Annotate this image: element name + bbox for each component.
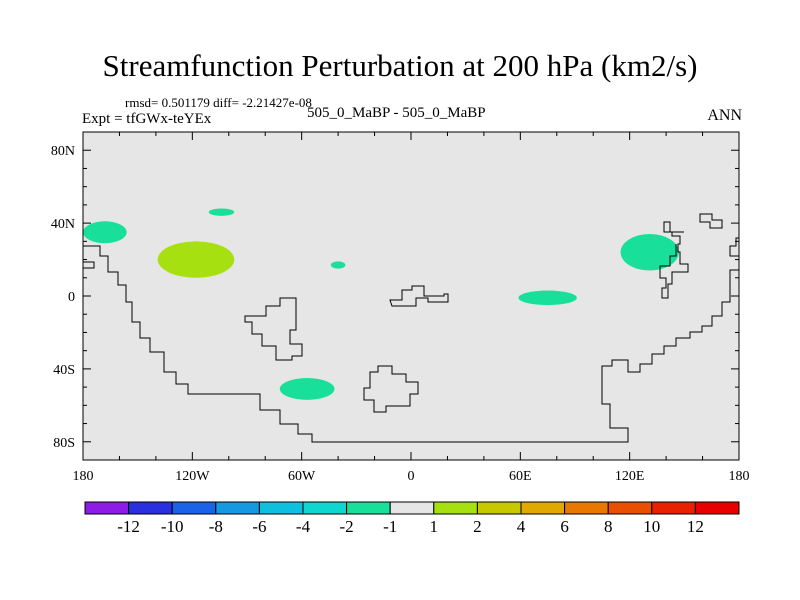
colorbar-swatch [651,501,696,515]
y-tick-label: 40N [51,217,75,232]
colorbar: -12 -10 -8 -6 -4 -2 -1 1 2 4 6 8 10 12 [84,501,740,536]
coastline-2 [244,297,303,361]
coastlines [83,213,739,443]
x-tick-label: 60W [288,469,316,484]
chart-title: Streamfunction Perturbation at 200 hPa (… [102,48,698,83]
colorbar-label: -1 [383,517,397,536]
region-north-pacific-central [157,241,235,278]
coastline-4 [389,285,449,307]
experiment-label: Expt = tfGWx-teYEx [82,111,212,127]
region-indian-ocean [518,290,577,306]
coastline-7 [729,237,739,257]
colorbar-swatch [520,501,566,515]
y-tick-label: 80N [51,144,75,159]
colorbar-label: 10 [643,517,660,536]
coastline-5 [659,221,689,299]
x-tick-label: 120E [615,469,645,484]
colorbar-swatch [346,501,391,515]
colorbar-label: -8 [209,517,223,536]
y-axis: 80N 40N 0 40S 80S [51,131,739,461]
colorbar-label: -10 [161,517,184,536]
region-south-atlantic [279,378,335,400]
y-tick-label: 40S [53,363,75,378]
colorbar-label: 2 [473,517,482,536]
y-tick-label: 80S [53,436,75,451]
period-label: ANN [707,107,742,124]
region-north-pacific-northeast [208,208,235,216]
colorbar-swatch [476,501,522,515]
colorbar-label: -2 [340,517,354,536]
colorbar-swatch [607,501,653,515]
y-tick-label: 0 [68,290,75,305]
x-tick-label: 60E [509,469,532,484]
x-tick-label: 120W [175,469,210,484]
coastline-6 [699,213,723,229]
x-tick-label: 0 [408,469,415,484]
contour-regions [83,208,679,400]
region-west-pacific [620,234,679,271]
stats-text: rmsd= 0.501179 diff= -2.21427e-08 [125,95,312,110]
region-tropical-atlantic [330,261,346,269]
colorbar-swatch [694,501,740,515]
colorbar-label: -12 [117,517,140,536]
colorbar-label: 12 [687,517,704,536]
colorbar-swatch [215,501,260,515]
case-label: 505_0_MaBP - 505_0_MaBP [307,105,486,121]
coastline-8 [83,261,95,269]
colorbar-swatch [433,501,478,515]
colorbar-swatch [84,501,130,515]
x-tick-label: 180 [73,469,94,484]
x-tick-label: 180 [729,469,750,484]
colorbar-label: -6 [252,517,266,536]
colorbar-label: 6 [560,517,569,536]
region-north-pacific-west [83,221,127,244]
colorbar-swatch [128,501,173,515]
colorbar-swatch [302,501,348,515]
colorbar-label: 8 [604,517,613,536]
colorbar-label: -4 [296,517,311,536]
colorbar-swatch [171,501,217,515]
map-background [83,132,739,460]
coastline-1 [83,245,739,443]
x-axis: 180 120W 60W 0 60E 120E 180 [73,132,750,484]
colorbar-swatch [564,501,609,515]
colorbar-swatch [389,501,435,515]
coastline-3 [363,365,419,413]
colorbar-swatch [258,501,304,515]
colorbar-label: 4 [517,517,526,536]
colorbar-label: 1 [430,517,439,536]
